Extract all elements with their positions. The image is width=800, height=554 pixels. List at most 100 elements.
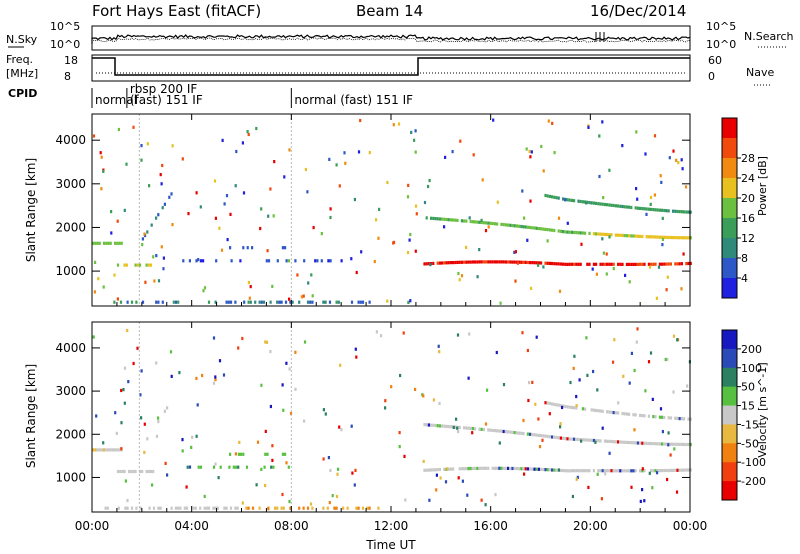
velocity-cell [529, 432, 532, 436]
velocity-cell [562, 469, 565, 473]
power-cell [555, 196, 558, 200]
velocity-cell [496, 466, 499, 470]
velocity-cell [652, 415, 655, 419]
power-cell [658, 208, 661, 212]
power-cell [456, 218, 459, 222]
power-cell [447, 261, 450, 265]
colorbar-tick-label: -100 [741, 456, 766, 469]
velocity-cell [551, 435, 554, 439]
power-cell [542, 169, 545, 173]
velocity-cell [636, 327, 639, 331]
velocity-cell [509, 430, 512, 434]
velocity-cell [526, 348, 529, 353]
power-cell [303, 259, 306, 263]
power-cell [562, 197, 565, 201]
power-cell [458, 278, 461, 282]
velocity-cell [281, 383, 284, 387]
power-cell [502, 223, 505, 227]
velocity-cell [617, 401, 620, 405]
velocity-cell [500, 429, 503, 433]
power-cell [586, 200, 589, 204]
velocity-cell [568, 405, 571, 409]
power-cell [676, 209, 679, 214]
power-cell [181, 157, 184, 161]
power-cell [202, 289, 205, 293]
power-cell [223, 202, 226, 206]
velocity-cell [114, 448, 117, 452]
velocity-cell [121, 469, 124, 474]
x-tick-label: 20:00 [573, 519, 608, 533]
velocity-cell [651, 397, 654, 401]
velocity-cell [306, 506, 310, 510]
velocity-cell [294, 387, 297, 391]
power-cell [311, 300, 314, 304]
power-cell [568, 230, 571, 234]
velocity-cell [674, 416, 677, 420]
velocity-cell [255, 483, 258, 487]
velocity-cell [303, 419, 306, 423]
velocity-cell [354, 347, 357, 351]
velocity-cell [467, 376, 470, 380]
power-cell [559, 229, 562, 233]
power-cell [639, 262, 642, 266]
x-tick-label: 00:00 [75, 519, 110, 533]
velocity-cell [581, 438, 584, 442]
power-cell [157, 300, 160, 304]
velocity-cell [502, 429, 505, 434]
power-cell [454, 260, 457, 265]
power-cell [160, 245, 163, 249]
velocity-cell [122, 388, 125, 392]
velocity-cell [521, 331, 524, 335]
velocity-cell [201, 373, 204, 378]
power-cell [518, 260, 521, 264]
power-cell [568, 262, 571, 266]
power-cell [566, 198, 569, 202]
power-cell [409, 232, 412, 237]
velocity-cell [656, 469, 659, 473]
velocity-cell [467, 426, 470, 430]
power-cell [513, 250, 516, 254]
velocity-cell [185, 485, 188, 489]
power-cell [654, 208, 657, 212]
velocity-cell [568, 437, 571, 441]
velocity-cell [515, 467, 518, 471]
power-cell [247, 300, 250, 304]
power-cell [408, 238, 411, 242]
velocity-cell [613, 338, 616, 342]
power-cell [681, 167, 684, 171]
velocity-cell [380, 334, 383, 338]
power-cell [653, 193, 656, 197]
power-cell [677, 161, 680, 165]
power-cell [174, 300, 178, 304]
power-cell [573, 262, 576, 266]
power-cell [247, 132, 250, 137]
velocity-cell [353, 483, 356, 487]
velocity-cell [661, 415, 664, 419]
power-cell [449, 261, 452, 265]
power-cell [99, 151, 102, 155]
velocity-cell [527, 398, 530, 403]
velocity-cell [621, 440, 624, 444]
velocity-cell [203, 494, 206, 498]
power-cell [668, 156, 671, 160]
velocity-cell [485, 466, 488, 470]
power-cell [276, 259, 279, 263]
power-cell [312, 226, 315, 230]
power-cell [144, 280, 147, 284]
power-cell [537, 227, 540, 231]
power-cell [546, 228, 549, 232]
power-cell [444, 155, 447, 159]
velocity-cell [107, 448, 110, 452]
velocity-cell [456, 333, 460, 337]
velocity-cell [98, 448, 101, 452]
power-cell [491, 260, 494, 264]
velocity-cell [608, 451, 611, 455]
power-cell [487, 221, 490, 225]
power-cell [678, 210, 681, 214]
power-cell [105, 241, 108, 245]
power-cell [535, 226, 538, 230]
power-cell [592, 201, 595, 205]
velocity-cell [100, 448, 103, 452]
velocity-cell [425, 423, 428, 427]
power-cell [409, 299, 412, 303]
